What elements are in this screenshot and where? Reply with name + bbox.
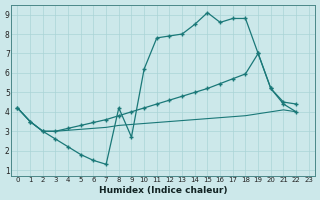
- X-axis label: Humidex (Indice chaleur): Humidex (Indice chaleur): [99, 186, 228, 195]
